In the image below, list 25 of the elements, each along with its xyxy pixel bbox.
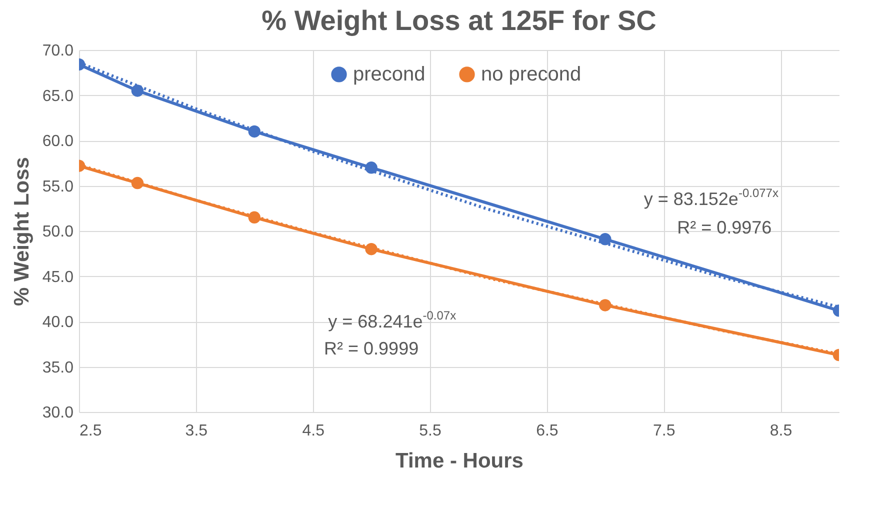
x-tick-label: 3.5 (185, 422, 208, 440)
y-tick-label: 60.0 (42, 133, 74, 150)
y-tick-label: 65.0 (42, 88, 74, 105)
y-tick-label: 50.0 (42, 224, 74, 240)
y-tick-label: 45.0 (42, 268, 74, 286)
legend-label: no precond (481, 63, 582, 86)
x-tick-label: 8.5 (770, 422, 792, 440)
annotation: R² = 0.9976 (677, 217, 772, 238)
x-tick-label: 4.5 (302, 422, 325, 440)
point (248, 211, 261, 224)
x-tick-label: 7.5 (652, 422, 676, 440)
x-tick-label: 2.5 (80, 422, 102, 440)
y-tick-label: 40.0 (42, 314, 74, 331)
legend-label: precond (353, 63, 426, 86)
y-tick-label: 70.0 (42, 42, 74, 60)
y-tick-label: 35.0 (42, 359, 74, 376)
annotation: R² = 0.9999 (324, 338, 419, 359)
x-axis-title: Time - Hours (396, 450, 524, 472)
chart-title: % Weight Loss at 125F for SC (262, 5, 656, 36)
x-tick-label: 6.5 (536, 422, 558, 440)
y-tick-label: 55.0 (42, 178, 74, 196)
x-tick-label: 5.5 (419, 422, 442, 440)
y-axis-title: % Weight Loss (10, 157, 34, 306)
point (131, 84, 144, 97)
y-tick-label: 30.0 (42, 404, 74, 422)
